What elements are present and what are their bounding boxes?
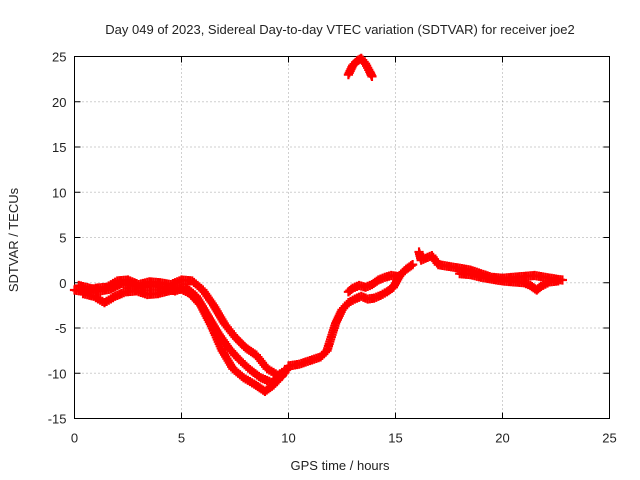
- series-track-g: [455, 269, 563, 295]
- y-tick-label: 20: [52, 95, 66, 110]
- x-tick-label: 15: [388, 431, 402, 446]
- grid: [74, 56, 610, 419]
- y-tick-label: 15: [52, 140, 66, 155]
- chart-title: Day 049 of 2023, Sidereal Day-to-day VTE…: [105, 22, 574, 37]
- data-point: [408, 260, 418, 270]
- y-tick-label: 25: [52, 50, 66, 65]
- y-tick-label: -10: [48, 366, 67, 381]
- y-tick-label: 0: [59, 276, 66, 291]
- data-point: [393, 271, 403, 282]
- y-tick-label: 10: [52, 185, 66, 200]
- x-tick-label: 10: [281, 431, 295, 446]
- x-axis-label: GPS time / hours: [291, 458, 390, 473]
- y-tick-label: -5: [55, 321, 67, 336]
- data-points: [69, 53, 568, 396]
- series-track-a: [69, 275, 294, 380]
- y-tick-label: 5: [59, 231, 66, 246]
- axis-ticks: [74, 56, 610, 419]
- x-tick-label: 25: [602, 431, 616, 446]
- y-tick-labels: -15 -10 -5 0 5 10 15 20 25: [48, 50, 67, 427]
- data-point: [553, 276, 563, 286]
- data-point: [367, 71, 377, 82]
- x-tick-label: 20: [495, 431, 509, 446]
- series-track-b: [74, 279, 287, 387]
- data-point: [279, 368, 289, 378]
- series-track-c: [78, 283, 289, 396]
- x-tick-label: 0: [71, 431, 78, 446]
- x-tick-label: 5: [178, 431, 185, 446]
- series-track-e: [343, 270, 403, 297]
- y-axis-label: SDTVAR / TECUs: [6, 187, 21, 292]
- y-tick-label: -15: [48, 412, 67, 427]
- series-track-h: [343, 53, 377, 82]
- x-tick-labels: 0 5 10 15 20 25: [71, 431, 617, 446]
